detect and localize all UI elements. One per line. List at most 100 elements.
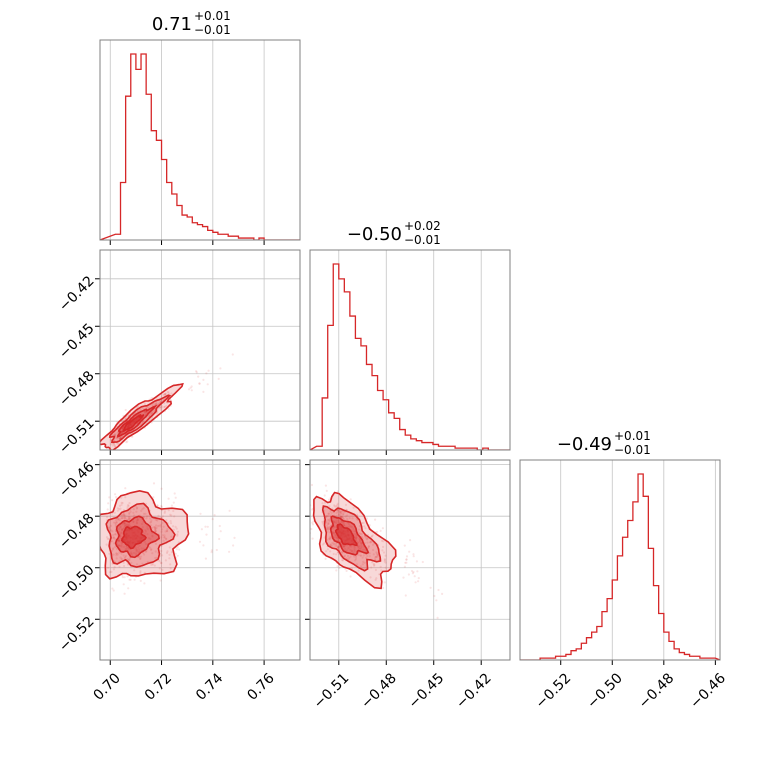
scatter-point bbox=[323, 501, 327, 504]
panel-frame bbox=[309, 249, 511, 451]
scatter-point bbox=[383, 560, 386, 563]
scatter-point bbox=[363, 561, 366, 564]
scatter-point bbox=[108, 496, 111, 499]
scatter-point bbox=[412, 553, 415, 556]
scatter-point bbox=[198, 540, 202, 543]
scatter-point bbox=[124, 487, 127, 490]
scatter-point bbox=[339, 510, 342, 513]
scatter-point bbox=[126, 440, 129, 443]
scatter-point bbox=[336, 546, 339, 549]
scatter-point bbox=[124, 554, 128, 558]
scatter-point bbox=[125, 547, 128, 550]
scatter-point bbox=[327, 522, 330, 525]
scatter-point bbox=[120, 517, 123, 520]
scatter-point bbox=[326, 528, 329, 531]
scatter-point bbox=[321, 520, 324, 524]
scatter-point bbox=[154, 527, 157, 531]
title-minus: −0.01 bbox=[404, 233, 441, 247]
scatter-point bbox=[155, 402, 158, 405]
scatter-point bbox=[335, 544, 338, 548]
scatter-point bbox=[126, 506, 129, 509]
scatter-point bbox=[359, 539, 362, 542]
scatter-point bbox=[433, 594, 436, 598]
scatter-point bbox=[304, 503, 306, 505]
scatter-point bbox=[210, 551, 213, 554]
scatter-point bbox=[353, 529, 356, 533]
scatter-point bbox=[139, 555, 143, 558]
scatter-point bbox=[364, 550, 367, 553]
scatter-point bbox=[83, 539, 85, 541]
scatter-point bbox=[151, 552, 154, 555]
scatter-point bbox=[120, 503, 123, 506]
scatter-point bbox=[139, 557, 142, 561]
scatter-point bbox=[143, 540, 146, 544]
scatter-point bbox=[150, 519, 153, 522]
scatter-point bbox=[154, 556, 157, 560]
scatter-point bbox=[106, 508, 109, 511]
scatter-point bbox=[364, 527, 367, 530]
scatter-point bbox=[327, 521, 330, 524]
scatter-point bbox=[122, 514, 126, 517]
scatter-point bbox=[211, 518, 214, 521]
panel-grid-diag-1 bbox=[338, 250, 482, 455]
scatter-point bbox=[336, 545, 340, 549]
tick-label-y: −0.46 bbox=[56, 459, 98, 501]
scatter-point bbox=[195, 370, 198, 373]
scatter-point bbox=[140, 509, 143, 512]
scatter-point bbox=[139, 408, 142, 411]
scatter-point bbox=[132, 551, 136, 555]
scatter-point bbox=[120, 501, 123, 504]
scatter-point bbox=[324, 484, 327, 487]
scatter-point bbox=[94, 528, 96, 530]
scatter-point bbox=[88, 547, 90, 549]
scatter-point bbox=[157, 524, 160, 528]
scatter-point bbox=[95, 532, 97, 534]
scatter-point bbox=[204, 525, 207, 528]
scatter-point bbox=[167, 509, 170, 512]
scatter-point bbox=[360, 542, 363, 545]
scatter-point bbox=[219, 367, 222, 370]
scatter-point bbox=[106, 516, 109, 519]
panel-frame bbox=[99, 249, 301, 451]
scatter-point bbox=[110, 570, 113, 574]
scatter-point bbox=[127, 524, 130, 527]
scatter-point bbox=[328, 498, 331, 501]
scatter-point bbox=[358, 532, 361, 535]
scatter-point bbox=[369, 541, 372, 544]
scatter-point bbox=[325, 515, 328, 518]
scatter-point bbox=[358, 547, 361, 551]
scatter-point bbox=[344, 503, 348, 506]
scatter-point bbox=[304, 509, 306, 511]
scatter-point bbox=[339, 510, 342, 514]
scatter-point bbox=[408, 550, 411, 553]
scatter-point bbox=[372, 553, 375, 556]
tick-label-y: −0.51 bbox=[56, 416, 98, 458]
scatter-point bbox=[328, 526, 331, 529]
scatter-point bbox=[114, 433, 117, 436]
scatter-point bbox=[382, 545, 385, 549]
scatter-point bbox=[128, 578, 131, 581]
scatter-point bbox=[326, 527, 329, 530]
scatter-point bbox=[326, 524, 329, 527]
scatter-point bbox=[351, 526, 354, 529]
scatter-point bbox=[373, 563, 376, 566]
scatter-point bbox=[356, 513, 359, 516]
scatter-point bbox=[163, 511, 166, 514]
scatter-point bbox=[334, 542, 338, 546]
scatter-point bbox=[416, 570, 419, 573]
scatter-point bbox=[83, 457, 85, 459]
scatter-point bbox=[335, 505, 338, 508]
scatter-point bbox=[341, 521, 344, 524]
scatter-point bbox=[204, 557, 207, 560]
scatter-point bbox=[335, 520, 338, 524]
title-plus: +0.01 bbox=[614, 429, 651, 443]
scatter-point bbox=[333, 525, 336, 529]
scatter-point bbox=[156, 504, 159, 507]
scatter-point bbox=[142, 551, 145, 555]
scatter-point bbox=[332, 520, 335, 523]
scatter-point bbox=[145, 550, 148, 553]
scatter-point bbox=[108, 571, 112, 574]
scatter-point bbox=[353, 546, 356, 549]
scatter-point bbox=[142, 420, 145, 423]
scatter-point bbox=[175, 548, 178, 551]
